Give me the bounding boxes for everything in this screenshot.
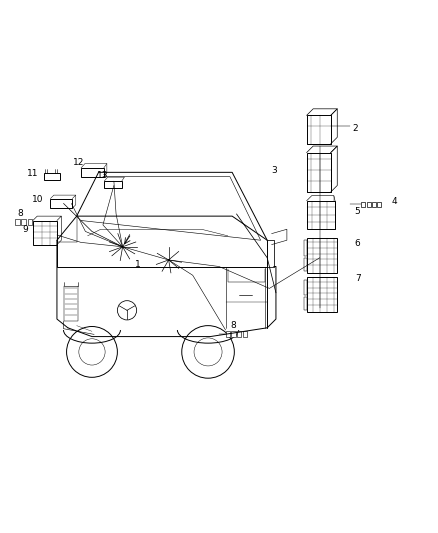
Text: 11: 11: [27, 169, 39, 177]
Bar: [104, 181, 122, 188]
Text: 8: 8: [18, 208, 23, 217]
Bar: [44, 173, 60, 180]
Text: 8: 8: [230, 321, 236, 330]
Text: 10: 10: [32, 196, 44, 205]
Bar: [307, 238, 337, 273]
Bar: [307, 278, 337, 312]
Bar: [377, 201, 381, 207]
Text: 4: 4: [392, 197, 398, 206]
Text: 2: 2: [353, 124, 358, 133]
Text: 6: 6: [355, 239, 360, 248]
Bar: [307, 201, 335, 229]
Bar: [231, 332, 236, 337]
Bar: [15, 219, 20, 225]
Bar: [237, 332, 241, 337]
Bar: [28, 219, 32, 225]
Bar: [33, 221, 57, 245]
Bar: [50, 199, 72, 208]
Bar: [367, 201, 371, 207]
Bar: [226, 332, 230, 337]
Bar: [243, 332, 247, 337]
Bar: [21, 219, 26, 225]
Text: 1: 1: [135, 260, 141, 269]
Text: 7: 7: [355, 274, 360, 283]
Bar: [304, 258, 307, 271]
Bar: [307, 115, 331, 144]
Bar: [304, 280, 307, 295]
Bar: [372, 201, 376, 207]
Text: 5: 5: [355, 207, 360, 216]
Bar: [81, 168, 104, 177]
Text: 13: 13: [97, 171, 109, 180]
Text: 9: 9: [23, 225, 28, 234]
Bar: [304, 297, 307, 310]
Text: 12: 12: [73, 158, 85, 167]
Bar: [361, 201, 365, 207]
Text: 3: 3: [272, 166, 277, 175]
Bar: [307, 152, 331, 192]
Bar: [304, 240, 307, 255]
